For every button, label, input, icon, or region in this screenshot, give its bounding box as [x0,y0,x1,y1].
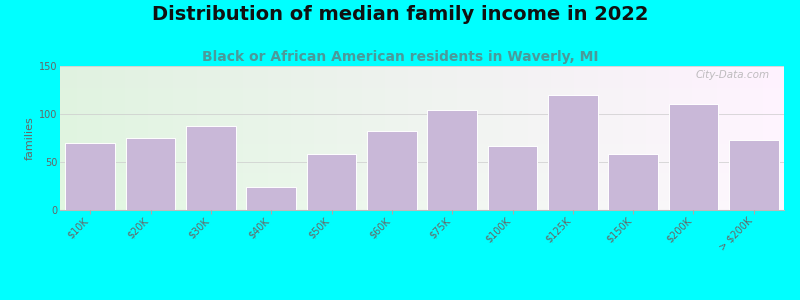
Bar [609,154,658,210]
Text: Black or African American residents in Waverly, MI: Black or African American residents in W… [202,50,598,64]
Bar [367,131,417,210]
Bar [729,140,778,210]
Bar [427,110,477,210]
Bar [66,143,115,210]
Bar [186,125,235,210]
Bar [126,138,175,210]
Bar [306,154,356,210]
Bar [669,104,718,210]
Bar [488,146,538,210]
Bar [246,187,296,210]
Text: City-Data.com: City-Data.com [695,70,770,80]
Bar [548,95,598,210]
Y-axis label: families: families [25,116,34,160]
Text: Distribution of median family income in 2022: Distribution of median family income in … [152,4,648,23]
